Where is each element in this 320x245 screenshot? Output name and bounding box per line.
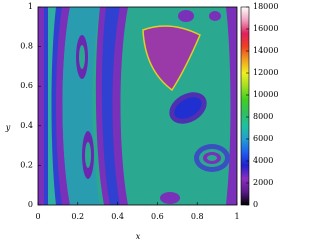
y-tick-label: 0.4: [20, 121, 33, 130]
x-axis-label: x: [136, 232, 141, 241]
x-tick-label: 0.8: [191, 212, 204, 221]
colorbar-tick-label: 10000: [253, 90, 278, 99]
colorbar-tick-label: 0: [253, 200, 258, 209]
heatmap-image: [38, 7, 237, 205]
plot-frame: [37, 6, 238, 206]
y-tick-label: 1: [28, 2, 33, 11]
y-tick-label: 0.6: [20, 81, 33, 90]
colorbar-tick-label: 12000: [253, 68, 278, 77]
colorbar-tick-label: 8000: [253, 112, 273, 121]
x-tick-label: 0.2: [71, 212, 84, 221]
x-tick-label: 1: [234, 212, 239, 221]
chart: x y 0 0.2 0.4 0.6 0.8 1 0 0.2 0.4 0.6 0.8 1 0 2000 400…: [5, 2, 279, 241]
y-axis-label: y: [5, 123, 11, 132]
y-tick-label: 0.8: [20, 42, 33, 51]
x-tick-label: 0: [35, 212, 40, 221]
x-tick-label: 0.6: [151, 212, 164, 221]
colorbar-tick-label: 2000: [253, 178, 273, 187]
colorbar-tick-label: 18000: [253, 2, 278, 11]
colorbar-tick-label: 16000: [253, 24, 278, 33]
x-tick-label: 0.4: [111, 212, 124, 221]
y-tick-label: 0: [28, 200, 33, 209]
colorbar-tick-label: 14000: [253, 46, 278, 55]
y-tick-label: 0.2: [20, 160, 33, 169]
colorbar-tick-label: 4000: [253, 156, 273, 165]
colorbar: [240, 6, 250, 206]
colorbar-tick-label: 6000: [253, 134, 273, 143]
